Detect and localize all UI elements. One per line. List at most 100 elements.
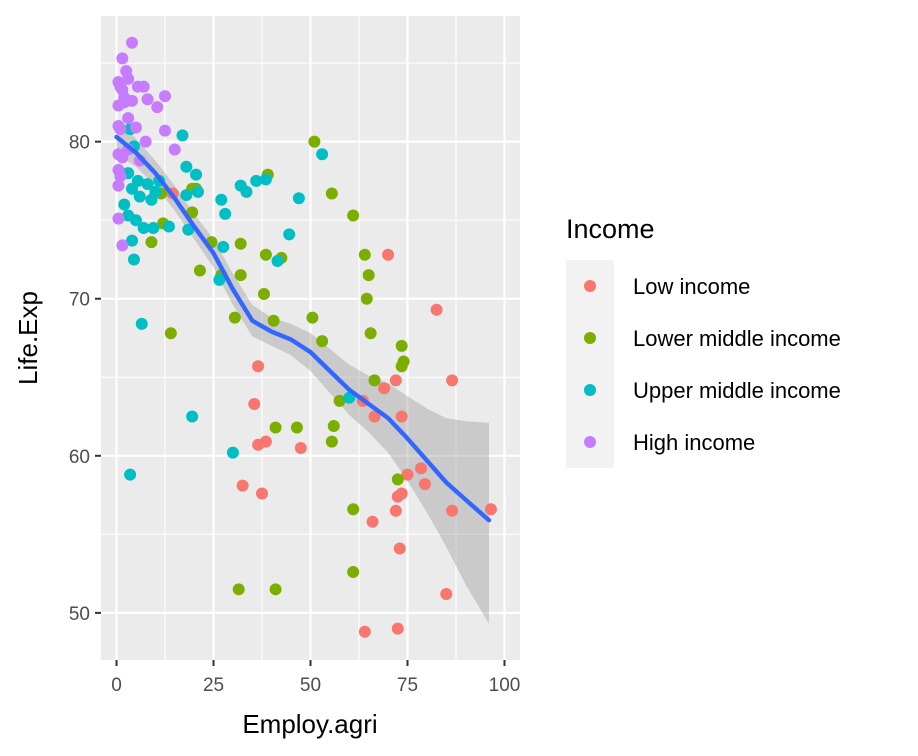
point-low-income xyxy=(446,374,459,387)
point-upper-middle-income xyxy=(137,222,150,235)
point-upper-middle-income xyxy=(259,173,272,186)
point-upper-middle-income xyxy=(180,189,193,202)
point-lower-middle-income xyxy=(308,135,321,148)
point-upper-middle-income xyxy=(162,220,175,233)
legend-label-low-income: Low income xyxy=(633,274,750,299)
point-lower-middle-income xyxy=(368,374,381,387)
point-high-income xyxy=(159,90,172,103)
point-upper-middle-income xyxy=(215,193,228,206)
point-lower-middle-income xyxy=(269,421,282,434)
point-high-income xyxy=(118,96,131,109)
point-low-income xyxy=(484,503,497,516)
point-low-income xyxy=(358,625,371,638)
point-upper-middle-income xyxy=(149,185,162,198)
point-high-income xyxy=(116,239,129,252)
point-lower-middle-income xyxy=(269,583,282,596)
point-lower-middle-income xyxy=(358,248,371,261)
point-lower-middle-income xyxy=(306,311,319,324)
point-low-income xyxy=(389,504,402,517)
point-upper-middle-income xyxy=(190,168,203,181)
point-lower-middle-income xyxy=(395,360,408,373)
y-tick-label: 50 xyxy=(69,604,90,625)
point-upper-middle-income xyxy=(133,190,146,203)
point-low-income xyxy=(415,462,428,475)
point-low-income xyxy=(378,382,391,395)
points-layer xyxy=(112,36,497,638)
point-upper-middle-income xyxy=(135,317,148,330)
legend-label-upper-middle-income: Upper middle income xyxy=(633,378,841,403)
point-lower-middle-income xyxy=(290,421,303,434)
point-lower-middle-income xyxy=(364,327,377,340)
point-lower-middle-income xyxy=(325,187,338,200)
point-low-income xyxy=(366,515,379,528)
point-low-income xyxy=(393,542,406,555)
point-high-income xyxy=(112,212,125,225)
point-low-income xyxy=(256,487,269,500)
point-upper-middle-income xyxy=(213,273,226,286)
point-upper-middle-income xyxy=(250,174,263,187)
point-lower-middle-income xyxy=(333,394,346,407)
point-high-income xyxy=(114,123,127,136)
legend-label-high-income: High income xyxy=(633,430,755,455)
point-upper-middle-income xyxy=(191,185,204,198)
point-high-income xyxy=(137,80,150,93)
point-high-income xyxy=(141,93,154,106)
point-upper-middle-income xyxy=(283,228,296,241)
legend-swatch-lower-middle-income xyxy=(584,332,596,344)
point-lower-middle-income xyxy=(325,435,338,448)
y-tick-label: 70 xyxy=(69,290,90,311)
legend-title: Income xyxy=(566,214,655,244)
smooth-line-layer xyxy=(114,134,492,523)
point-lower-middle-income xyxy=(164,327,177,340)
point-low-income xyxy=(389,374,402,387)
point-low-income xyxy=(382,248,395,261)
point-low-income xyxy=(368,410,381,423)
point-high-income xyxy=(114,170,127,183)
point-lower-middle-income xyxy=(232,583,245,596)
point-lower-middle-income xyxy=(347,566,360,579)
x-tick-label: 100 xyxy=(489,675,521,696)
x-axis-title: Employ.agri xyxy=(242,709,377,739)
point-high-income xyxy=(159,124,172,137)
point-upper-middle-income xyxy=(126,182,139,195)
point-low-income xyxy=(418,478,431,491)
point-lower-middle-income xyxy=(234,269,247,282)
point-lower-middle-income xyxy=(228,311,241,324)
point-high-income xyxy=(168,143,181,156)
point-high-income xyxy=(122,112,135,125)
y-axis: 50 60 70 80 xyxy=(69,133,101,625)
point-lower-middle-income xyxy=(145,236,158,249)
point-low-income xyxy=(248,397,261,410)
legend-swatch-high-income xyxy=(584,436,596,448)
point-upper-middle-income xyxy=(147,222,160,235)
point-upper-middle-income xyxy=(240,185,253,198)
point-high-income xyxy=(139,135,152,148)
point-upper-middle-income xyxy=(226,446,239,459)
point-lower-middle-income xyxy=(362,269,375,282)
point-lower-middle-income xyxy=(327,419,340,432)
point-lower-middle-income xyxy=(193,264,206,277)
x-tick-label: 50 xyxy=(300,675,321,696)
point-lower-middle-income xyxy=(316,335,329,348)
point-high-income xyxy=(112,179,125,192)
point-low-income xyxy=(236,479,249,492)
legend: Income Low income Lower middle income Uppe… xyxy=(566,214,841,468)
point-high-income xyxy=(116,52,129,65)
point-low-income xyxy=(440,588,453,601)
point-high-income xyxy=(126,36,139,49)
point-high-income xyxy=(129,121,142,134)
point-upper-middle-income xyxy=(118,198,131,211)
point-low-income xyxy=(294,441,307,454)
point-lower-middle-income xyxy=(347,209,360,222)
point-lower-middle-income xyxy=(234,237,247,250)
point-low-income xyxy=(252,360,265,373)
x-tick-label: 25 xyxy=(203,675,224,696)
point-upper-middle-income xyxy=(182,223,195,236)
point-upper-middle-income xyxy=(141,178,154,191)
point-upper-middle-income xyxy=(127,253,140,266)
x-tick-label: 75 xyxy=(397,675,418,696)
point-low-income xyxy=(259,435,272,448)
point-upper-middle-income xyxy=(271,255,284,268)
point-high-income xyxy=(122,72,135,85)
point-upper-middle-income xyxy=(124,468,137,481)
